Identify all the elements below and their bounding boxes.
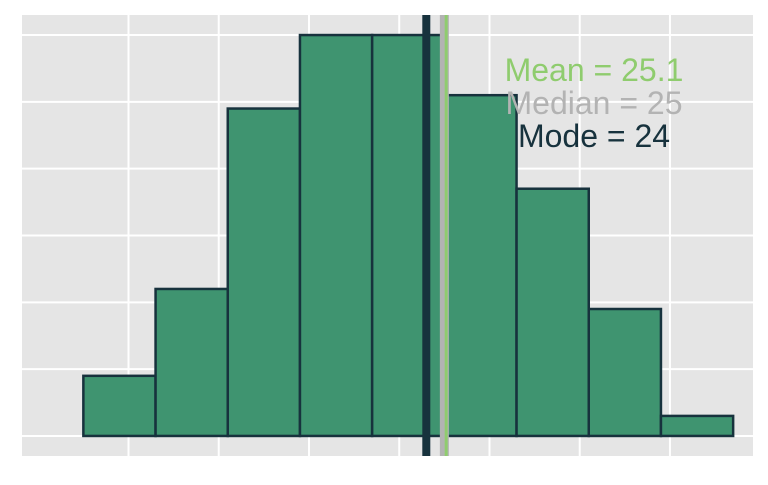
histogram-bar-8 (659, 414, 735, 438)
histogram-bar-4 (370, 33, 446, 438)
annotations: Mean = 25.1 Median = 25 Mode = 24 (505, 52, 684, 154)
histogram-bar-7 (587, 307, 663, 438)
reference-lines (422, 15, 449, 456)
mode-annotation: Mode = 24 (518, 118, 670, 154)
histogram-bar-3 (298, 33, 374, 438)
histogram-bar-6 (515, 187, 591, 438)
histogram-bar-1 (154, 287, 230, 438)
mean-annotation: Mean = 25.1 (505, 52, 684, 88)
histogram-bar-0 (82, 374, 157, 438)
histogram-bar-5 (443, 93, 518, 438)
median-annotation: Median = 25 (505, 85, 682, 121)
histogram-bar-2 (226, 107, 302, 438)
